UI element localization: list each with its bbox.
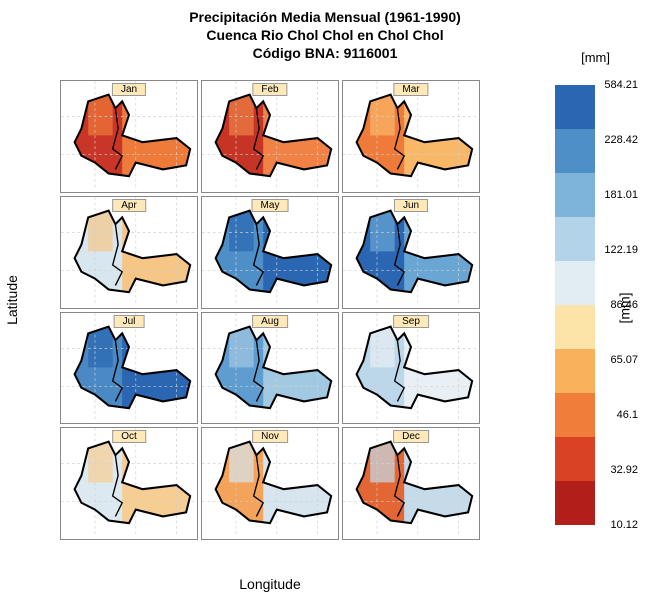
- panel-label: Jan: [112, 83, 146, 96]
- panel-label: Feb: [252, 83, 287, 96]
- panel-feb: Feb: [201, 80, 339, 193]
- panel-sep: Sep: [342, 312, 480, 425]
- panel-label: Nov: [252, 430, 288, 443]
- colorbar-tick: 46.1: [617, 409, 638, 421]
- panel-apr: Apr38.2°S38.6°S: [60, 196, 198, 309]
- colorbar-segment: [555, 85, 595, 129]
- colorbar-tick: 65.07: [610, 354, 638, 366]
- panel-may: May: [201, 196, 339, 309]
- colorbar-unit-top: [mm]: [581, 50, 610, 65]
- panel-nov: Nov73°W72.5°W72°W: [201, 427, 339, 540]
- title-line1: Precipitación Media Mensual (1961-1990): [0, 8, 650, 26]
- colorbar-tick: 181.01: [604, 189, 638, 201]
- colorbar-segment: [555, 305, 595, 349]
- colorbar-tick: 122.19: [604, 244, 638, 256]
- colorbar-segment: [555, 481, 595, 525]
- panel-label: Oct: [112, 430, 146, 443]
- panel-grid: Jan38.2°S38.6°S Feb: [60, 80, 480, 540]
- colorbar-segment: [555, 437, 595, 481]
- colorbar-tick: 32.92: [610, 464, 638, 476]
- panel-label: Jul: [114, 315, 145, 328]
- title-line3: Código BNA: 9116001: [0, 44, 650, 62]
- colorbar-unit-side: [mm]: [616, 292, 632, 323]
- colorbar-tick: 10.12: [610, 519, 638, 531]
- colorbar-segment: [555, 393, 595, 437]
- panel-aug: Aug: [201, 312, 339, 425]
- panel-label: Aug: [252, 315, 288, 328]
- x-axis-label: Longitude: [239, 576, 301, 592]
- panel-label: Jun: [394, 199, 428, 212]
- colorbar-tick: 584.21: [604, 79, 638, 91]
- colorbar-segment: [555, 261, 595, 305]
- panel-oct: Oct38.2°S38.6°S73°W72.5°W72°W: [60, 427, 198, 540]
- y-axis-label: Latitude: [4, 275, 20, 325]
- colorbar-segment: [555, 129, 595, 173]
- colorbar-segment: [555, 173, 595, 217]
- colorbar-segment: [555, 349, 595, 393]
- panel-label: Apr: [112, 199, 146, 212]
- colorbar-tick: 228.42: [604, 134, 638, 146]
- panel-label: Sep: [393, 315, 429, 328]
- panel-jul: Jul38.2°S38.6°S: [60, 312, 198, 425]
- figure-container: Precipitación Media Mensual (1961-1990) …: [0, 0, 650, 600]
- colorbar: [555, 85, 595, 525]
- panel-label: May: [252, 199, 289, 212]
- colorbar-segment: [555, 217, 595, 261]
- panel-dec: Dec73°W72.5°W72°W: [342, 427, 480, 540]
- panel-jan: Jan38.2°S38.6°S: [60, 80, 198, 193]
- panel-label: Dec: [393, 430, 429, 443]
- title-line2: Cuenca Rio Chol Chol en Chol Chol: [0, 26, 650, 44]
- panel-label: Mar: [393, 83, 428, 96]
- panel-mar: Mar: [342, 80, 480, 193]
- title-block: Precipitación Media Mensual (1961-1990) …: [0, 0, 650, 63]
- panel-jun: Jun: [342, 196, 480, 309]
